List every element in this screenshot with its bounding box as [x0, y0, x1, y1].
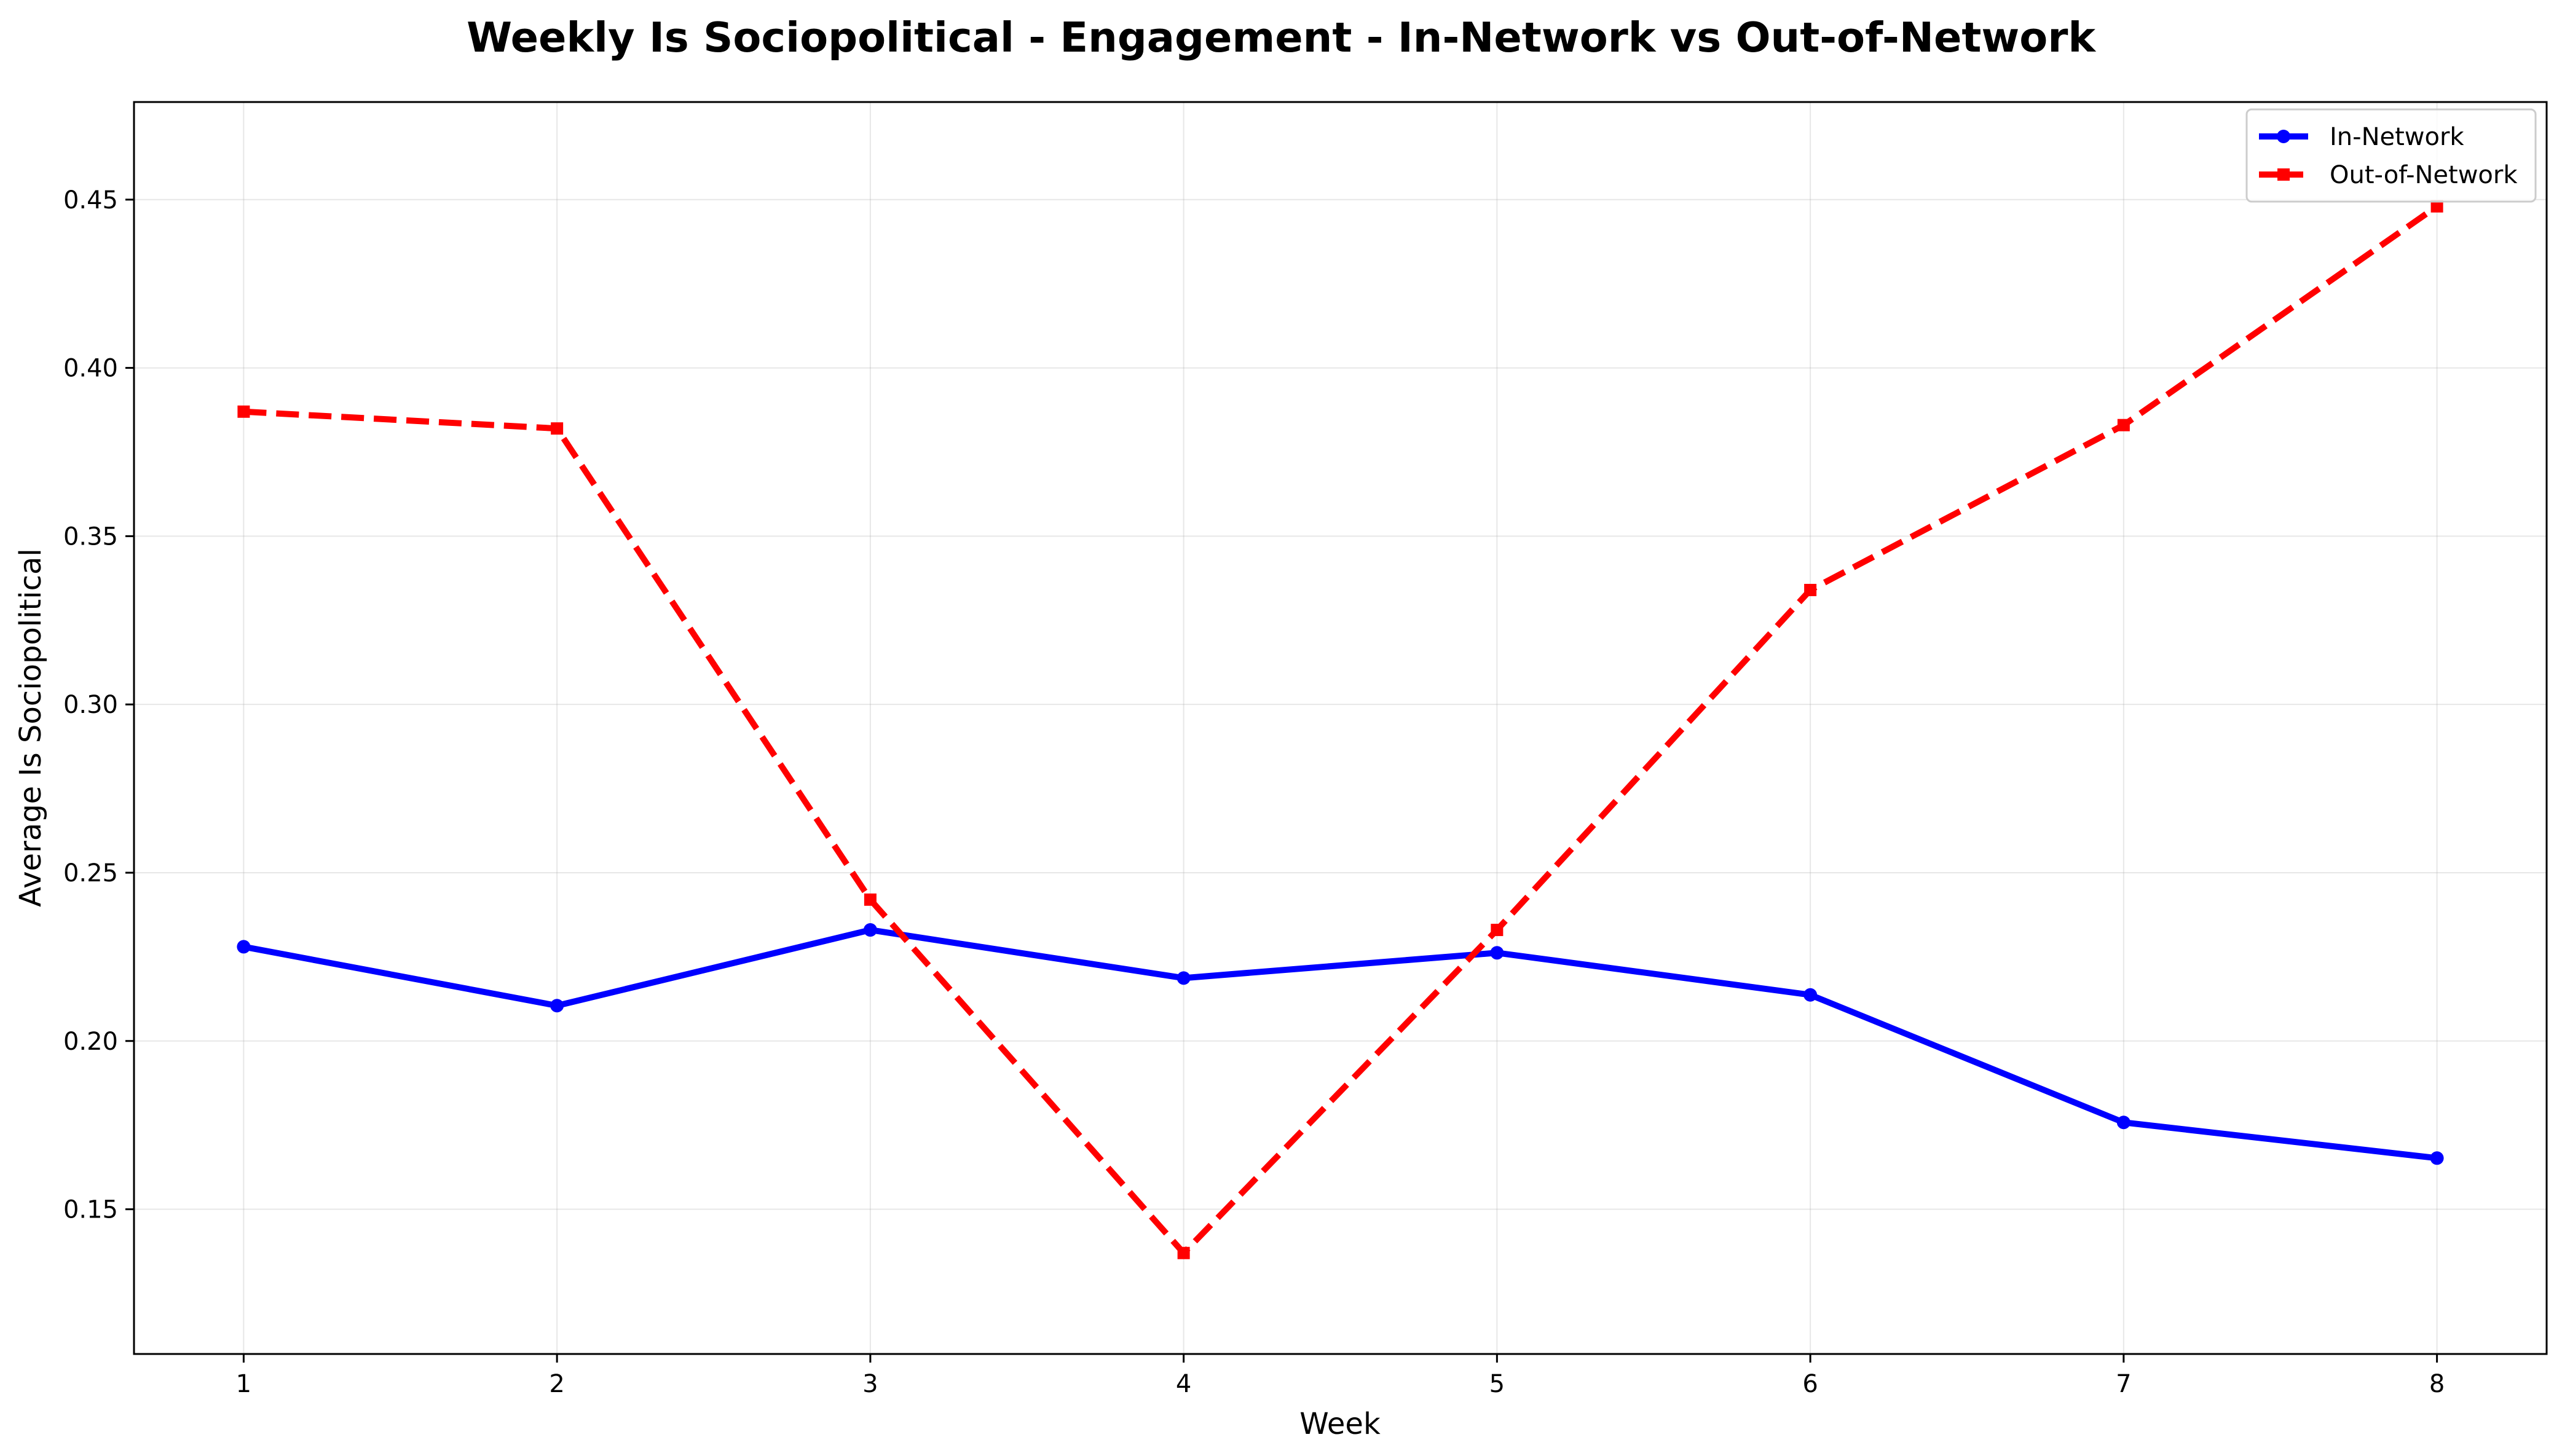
chart-title: Weekly Is Sociopolitical - Engagement - … [467, 14, 2095, 61]
x-tick-label: 1 [236, 1370, 251, 1398]
x-axis: 1 2 3 4 5 6 7 8 [236, 1354, 2445, 1398]
y-axis: 0.15 0.20 0.25 0.30 0.35 0.40 0.45 [63, 186, 134, 1224]
series-markers [237, 200, 2444, 1259]
data-point-in-network [1490, 946, 1504, 960]
y-tick-label: 0.40 [63, 355, 118, 383]
data-point-out-of-network [1177, 1246, 1190, 1259]
x-tick-label: 4 [1176, 1370, 1191, 1398]
x-tick-label: 8 [2429, 1370, 2445, 1398]
y-axis-label: Average Is Sociopolitical [14, 548, 48, 907]
x-tick-label: 2 [549, 1370, 564, 1398]
data-point-out-of-network [237, 405, 250, 418]
x-tick-label: 6 [1802, 1370, 1818, 1398]
data-point-in-network [2430, 1151, 2444, 1165]
legend: In-Network Out-of-Network [2245, 108, 2537, 203]
data-point-in-network [1803, 988, 1818, 1002]
data-point-out-of-network [1804, 583, 1817, 596]
legend-label-out-of-network: Out-of-Network [2330, 161, 2518, 189]
y-tick-label: 0.15 [63, 1196, 118, 1224]
legend-label-in-network: In-Network [2330, 123, 2464, 151]
data-point-in-network [2116, 1116, 2130, 1130]
legend-marker-out-of-network [2277, 168, 2290, 181]
y-tick-label: 0.45 [63, 186, 118, 214]
series-lines [243, 203, 2439, 1256]
x-axis-label: Week [1299, 1407, 1381, 1441]
data-point-out-of-network [864, 893, 877, 906]
y-tick-label: 0.20 [63, 1028, 118, 1056]
x-tick-label: 3 [862, 1370, 878, 1398]
data-point-out-of-network [2430, 200, 2443, 213]
data-point-in-network [550, 999, 564, 1013]
data-point-in-network [1177, 971, 1191, 985]
legend-frame [2245, 108, 2537, 203]
series-line-in-network [243, 927, 2438, 1162]
data-point-out-of-network [1491, 924, 1504, 937]
data-point-out-of-network [2117, 419, 2130, 431]
y-tick-label: 0.25 [63, 859, 118, 887]
y-tick-label: 0.35 [63, 522, 118, 551]
y-tick-label: 0.30 [63, 691, 118, 719]
data-point-in-network [863, 923, 877, 937]
x-tick-label: 5 [1489, 1370, 1505, 1398]
plot-area-frame [133, 101, 2548, 1355]
data-point-out-of-network [551, 422, 564, 435]
legend-marker-in-network [2277, 130, 2290, 143]
x-tick-label: 7 [2116, 1370, 2131, 1398]
data-point-in-network [237, 940, 251, 954]
series-line-out-of-network [243, 203, 2439, 1256]
grid-lines [134, 102, 2547, 1354]
